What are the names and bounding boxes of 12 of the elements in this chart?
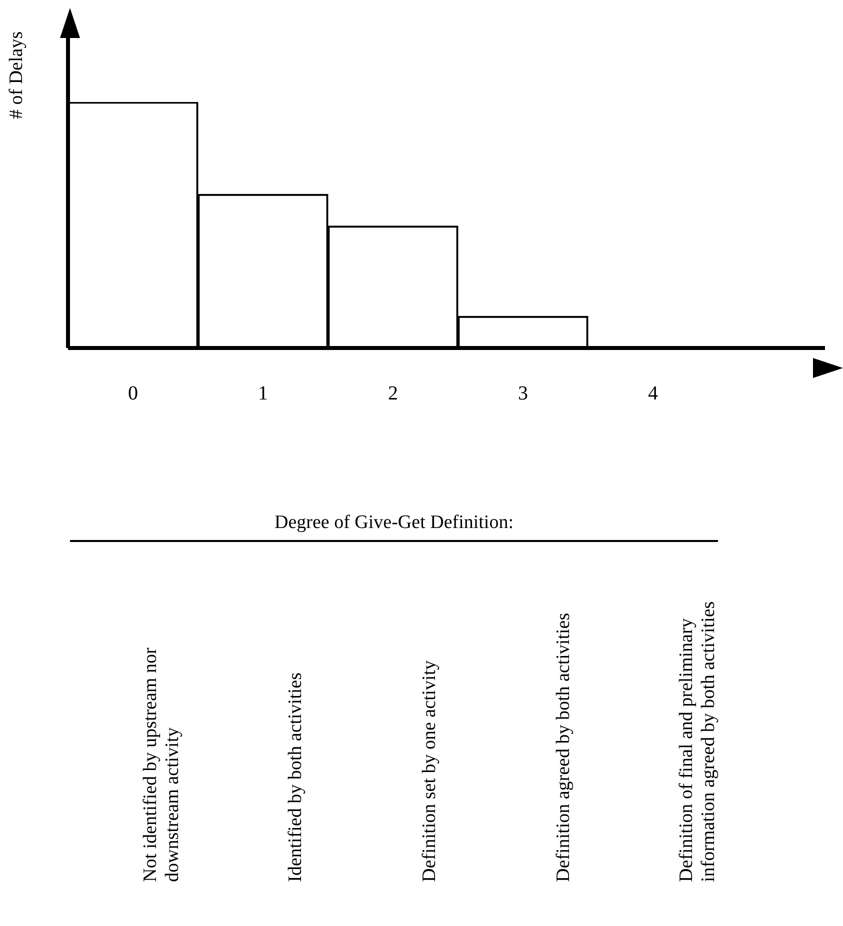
text: Not identified by upstream nor downstream activity (140, 646, 184, 882)
x-tick-label: 1 (258, 382, 268, 404)
x-tick-label: 2 (388, 382, 398, 404)
y-axis-title: # of Delays (6, 30, 28, 121)
text: Degree of Give-Get Definition: (70, 512, 718, 542)
x-tick-label: 4 (648, 382, 658, 404)
text: Definition agreed by both activities (553, 612, 575, 882)
x-tick-label: 0 (128, 382, 138, 404)
text: Identified by both activities (285, 672, 307, 882)
text: Definition set by one activity (419, 659, 441, 882)
text: Definition of final and preliminary information agreed by both activities (676, 600, 720, 882)
x-tick-label: 3 (518, 382, 528, 404)
